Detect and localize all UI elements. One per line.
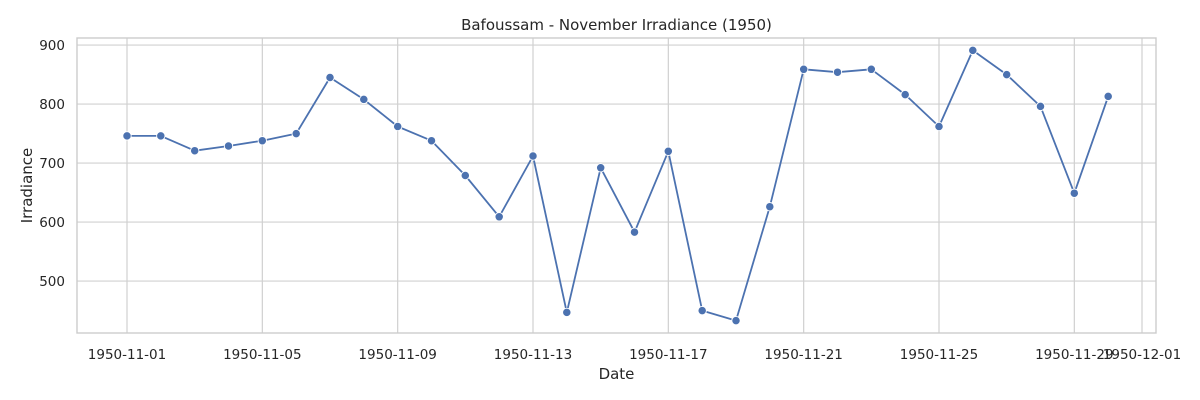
grid [77,38,1156,333]
plot-frame [76,37,1157,334]
data-point [1069,188,1079,198]
x-tick-label: 1950-11-21 [764,347,842,363]
data-point [968,45,978,56]
y-tick-label: 600 [39,215,65,231]
data-point [156,131,166,141]
data-point [393,121,403,132]
data-point [799,64,809,74]
x-tick-label: 1950-11-09 [358,347,436,363]
y-tick-label: 700 [39,156,65,172]
data-point [866,64,876,74]
x-tick-label: 1950-11-01 [88,347,166,363]
x-axis-ticks: 1950-11-01 1950-11-05 1950-11-09 1950-11-13… [88,347,1181,363]
data-point [832,67,843,77]
data-point [1103,91,1113,102]
data-point [291,128,301,139]
x-tick-label: 1950-11-17 [629,347,707,363]
y-axis-ticks: 500 600 700 800 900 [39,38,65,290]
data-point [122,131,132,141]
x-axis-label: Date [599,365,635,383]
data-point [900,89,910,100]
data-point [1035,101,1046,112]
y-tick-label: 900 [39,38,65,54]
chart-title: Bafoussam - November Irradiance (1950) [461,16,772,34]
series-line [127,49,1110,322]
data-point [494,212,504,222]
y-tick-label: 800 [39,97,65,113]
data-point [223,141,234,151]
y-tick-label: 500 [39,274,65,290]
data-point [257,136,267,146]
data-point [697,305,707,316]
data-point [562,307,572,318]
data-point [460,170,470,181]
data-point [663,146,673,156]
x-tick-label: 1950-11-29 [1035,347,1113,363]
x-tick-label: 1950-11-13 [494,347,572,363]
data-point [528,151,538,161]
data-point [731,315,741,326]
series [122,45,1113,326]
data-point [596,163,606,173]
data-point [426,136,437,146]
data-point [934,121,944,132]
data-point [190,146,200,156]
x-tick-label: 1950-12-01 [1103,347,1181,363]
data-point [629,227,640,237]
data-point [325,72,335,83]
data-point [359,94,369,105]
x-tick-label: 1950-11-25 [900,347,978,363]
y-axis-label: Irradiance [18,148,36,224]
data-point [1002,69,1012,80]
data-point [765,202,775,212]
x-tick-label: 1950-11-05 [223,347,301,363]
